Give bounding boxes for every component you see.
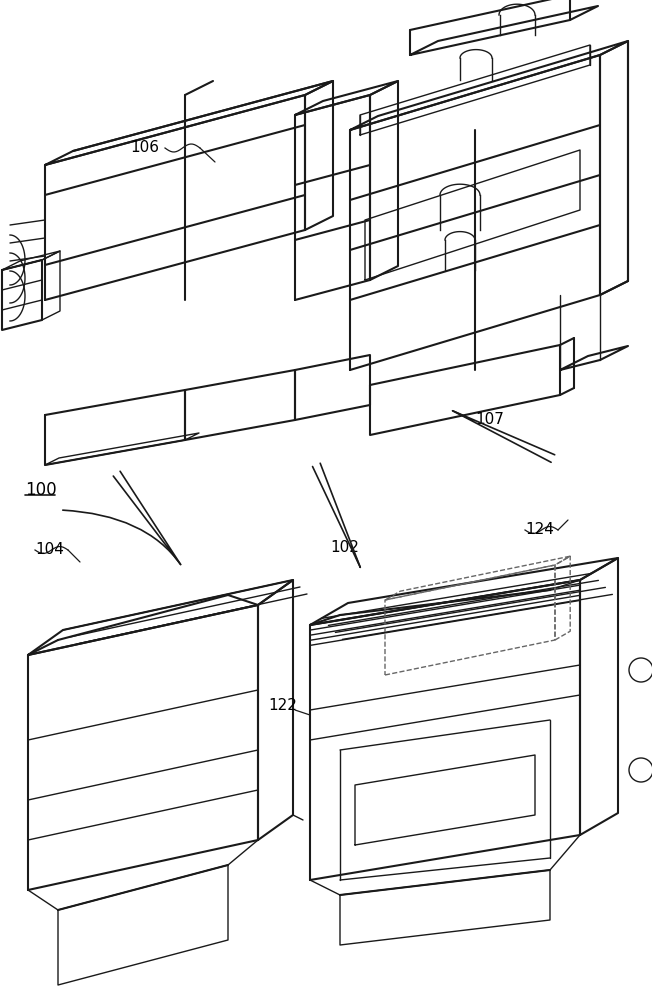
Text: 102: 102 bbox=[330, 540, 359, 556]
Text: 104: 104 bbox=[35, 542, 64, 558]
Text: 107: 107 bbox=[475, 412, 504, 428]
Text: 100: 100 bbox=[25, 481, 57, 499]
Text: 122: 122 bbox=[268, 698, 297, 712]
Text: 106: 106 bbox=[130, 140, 159, 155]
Text: 124: 124 bbox=[525, 522, 554, 538]
